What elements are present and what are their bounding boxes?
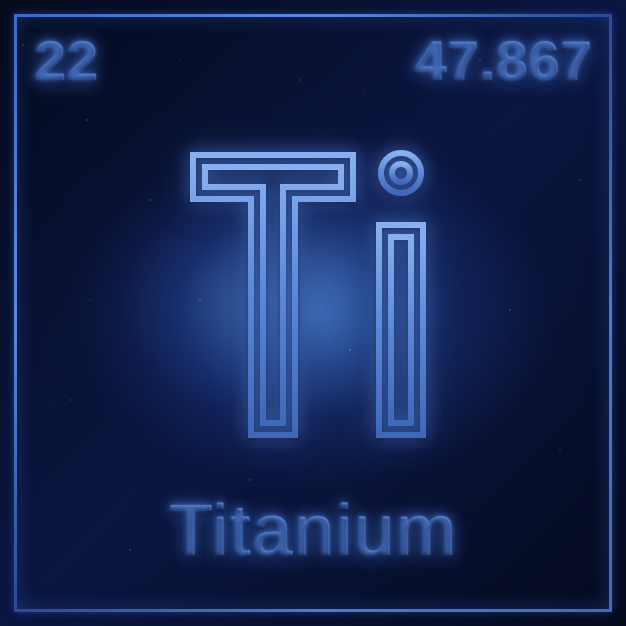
- element-name: Titanium: [0, 490, 626, 572]
- element-symbol: [0, 135, 626, 445]
- element-symbol-svg: [183, 135, 443, 445]
- atomic-number: 22: [34, 28, 98, 93]
- atomic-mass: 47.867: [415, 28, 592, 93]
